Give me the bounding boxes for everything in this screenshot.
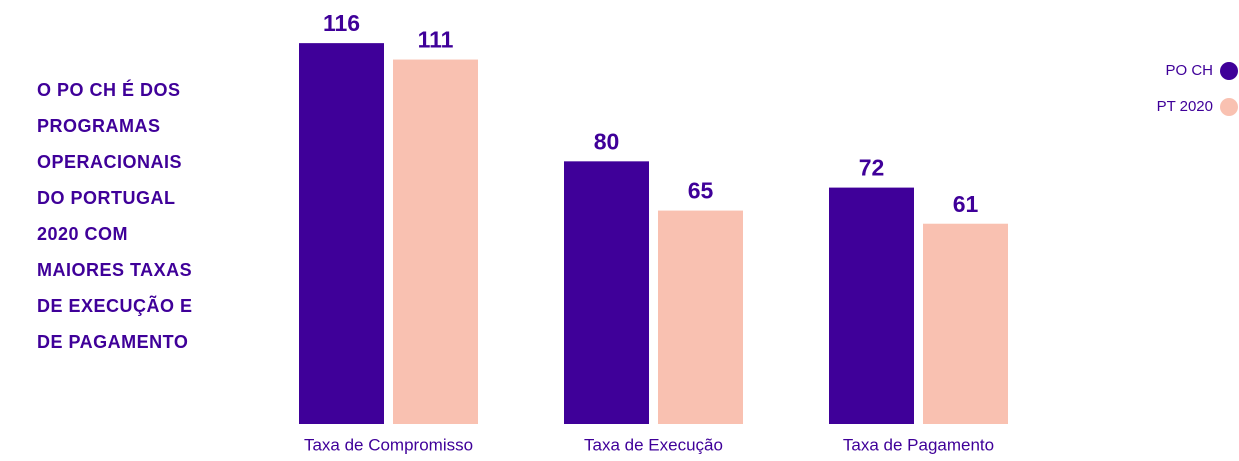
- value-label: 80: [594, 128, 620, 154]
- bar: [829, 187, 914, 424]
- chart-title: O PO CH É DOS PROGRAMAS OPERACIONAIS DO …: [37, 80, 193, 352]
- x-tick-label: Taxa de Pagamento: [843, 435, 994, 454]
- value-label: 72: [859, 155, 885, 181]
- value-label: 111: [418, 27, 454, 53]
- x-tick-label: Taxa de Compromisso: [304, 435, 473, 454]
- x-tick-label: Taxa de Execução: [584, 435, 723, 454]
- bar: [299, 43, 384, 425]
- bar: [658, 210, 743, 424]
- bar: [564, 161, 649, 425]
- legend-label: PT 2020: [1157, 98, 1213, 115]
- legend-swatch: [1220, 98, 1238, 116]
- legend-swatch: [1220, 62, 1238, 80]
- bar: [393, 59, 478, 425]
- value-label: 65: [688, 178, 714, 204]
- legend-label: PO CH: [1165, 62, 1213, 79]
- bar: [923, 223, 1008, 424]
- value-label: 116: [323, 10, 360, 36]
- value-label: 61: [953, 191, 979, 217]
